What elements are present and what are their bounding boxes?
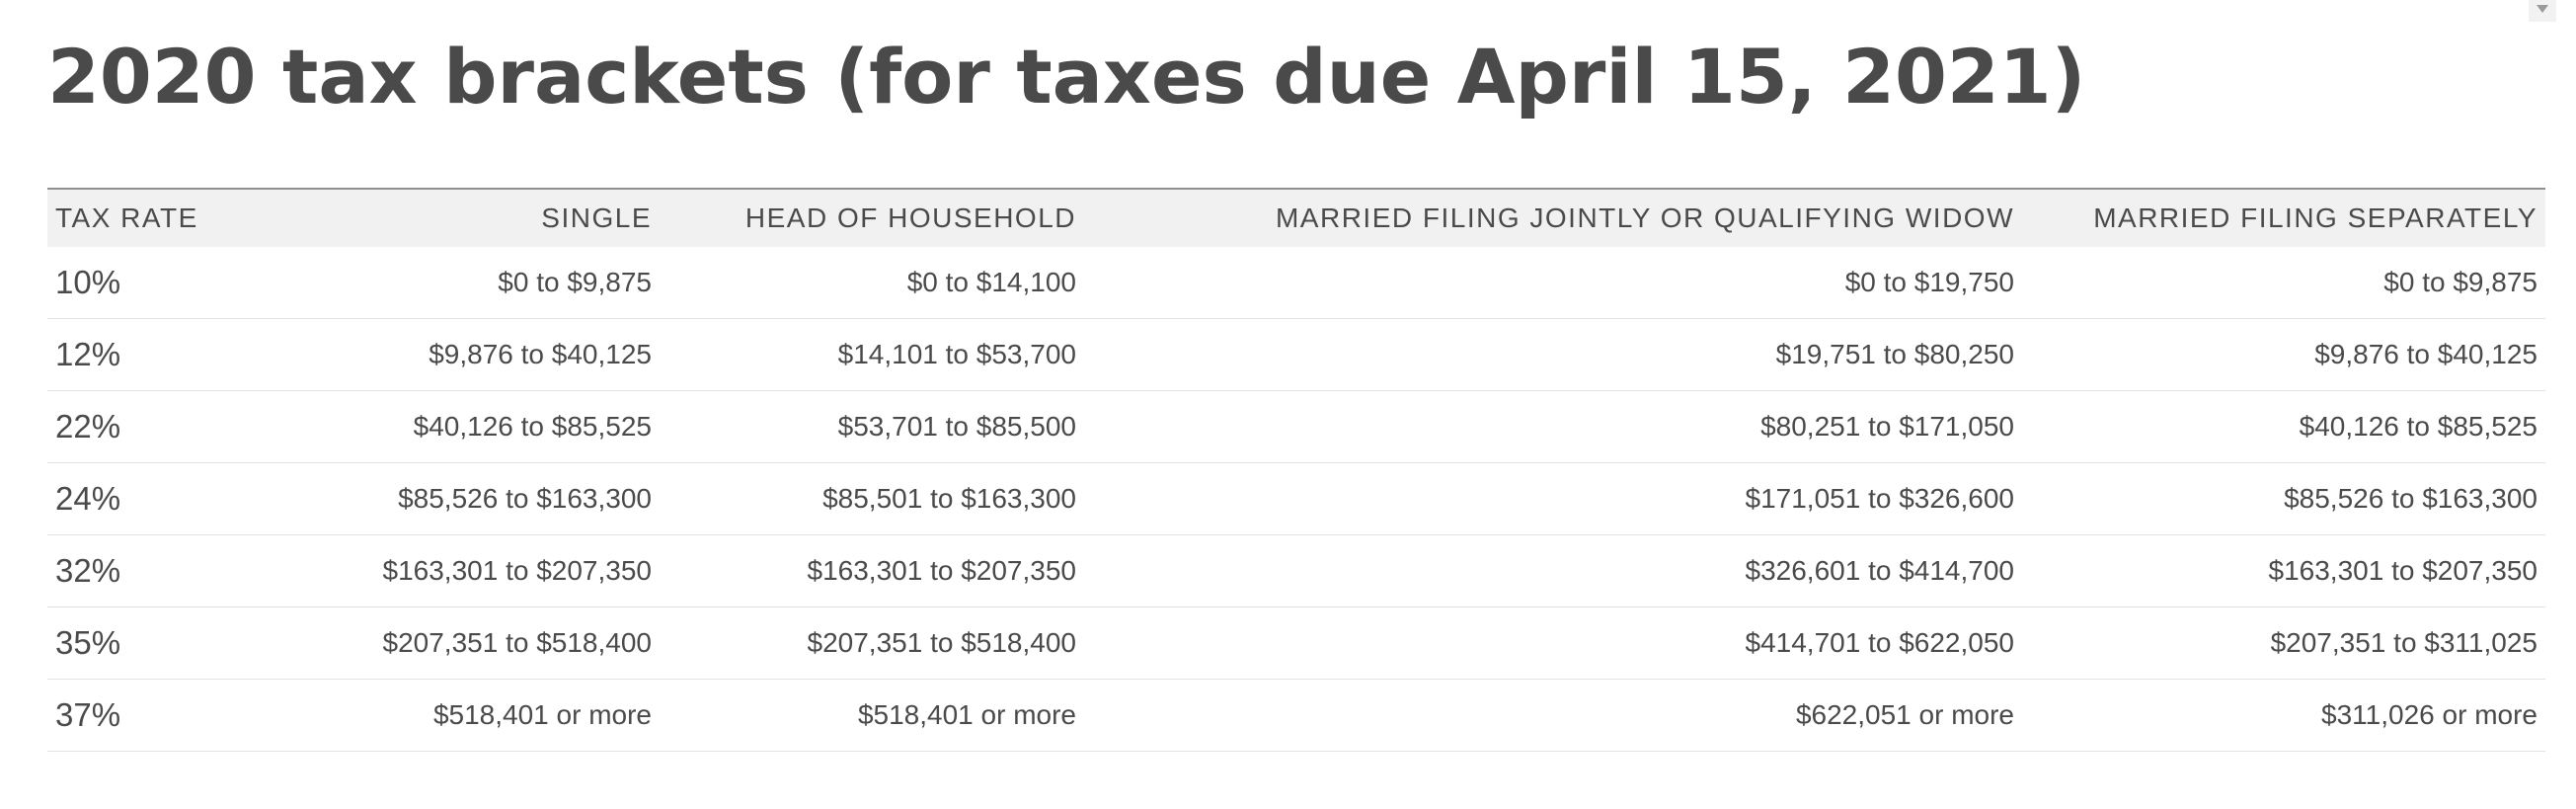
table-header: TAX RATE SINGLE HEAD OF HOUSEHOLD MARRIE… xyxy=(47,188,2545,247)
header-row: TAX RATE SINGLE HEAD OF HOUSEHOLD MARRIE… xyxy=(47,188,2545,247)
single-cell: $207,351 to $518,400 xyxy=(225,607,660,680)
tax-rate-cell: 35% xyxy=(47,607,225,680)
single-cell: $163,301 to $207,350 xyxy=(225,534,660,607)
head-of-household-cell: $85,501 to $163,300 xyxy=(660,462,1084,535)
single-cell: $40,126 to $85,525 xyxy=(225,390,660,463)
header-married-filing-separately: MARRIED FILING SEPARATELY xyxy=(2022,188,2545,247)
married-separately-cell: $207,351 to $311,025 xyxy=(2022,607,2545,680)
tax-rate-cell: 32% xyxy=(47,534,225,607)
single-cell: $85,526 to $163,300 xyxy=(225,462,660,535)
married-jointly-cell: $0 to $19,750 xyxy=(1084,247,2022,319)
header-single: SINGLE xyxy=(225,188,660,247)
married-separately-cell: $40,126 to $85,525 xyxy=(2022,390,2545,463)
married-separately-cell: $0 to $9,875 xyxy=(2022,247,2545,319)
tax-brackets-table: TAX RATE SINGLE HEAD OF HOUSEHOLD MARRIE… xyxy=(47,188,2545,752)
tax-rate-cell: 24% xyxy=(47,462,225,535)
table-row: 10% $0 to $9,875 $0 to $14,100 $0 to $19… xyxy=(47,247,2545,319)
scroll-down-arrow-icon[interactable] xyxy=(2529,0,2556,22)
header-married-filing-jointly: MARRIED FILING JOINTLY OR QUALIFYING WID… xyxy=(1084,188,2022,247)
table-body: 10% $0 to $9,875 $0 to $14,100 $0 to $19… xyxy=(47,247,2545,752)
head-of-household-cell: $207,351 to $518,400 xyxy=(660,607,1084,680)
married-separately-cell: $311,026 or more xyxy=(2022,679,2545,752)
head-of-household-cell: $518,401 or more xyxy=(660,679,1084,752)
header-tax-rate: TAX RATE xyxy=(47,188,225,247)
married-jointly-cell: $80,251 to $171,050 xyxy=(1084,390,2022,463)
header-head-of-household: HEAD OF HOUSEHOLD xyxy=(660,188,1084,247)
table-row: 35% $207,351 to $518,400 $207,351 to $51… xyxy=(47,607,2545,680)
married-separately-cell: $85,526 to $163,300 xyxy=(2022,462,2545,535)
married-jointly-cell: $171,051 to $326,600 xyxy=(1084,462,2022,535)
head-of-household-cell: $14,101 to $53,700 xyxy=(660,318,1084,391)
married-jointly-cell: $414,701 to $622,050 xyxy=(1084,607,2022,680)
table-row: 22% $40,126 to $85,525 $53,701 to $85,50… xyxy=(47,390,2545,463)
married-separately-cell: $9,876 to $40,125 xyxy=(2022,318,2545,391)
single-cell: $518,401 or more xyxy=(225,679,660,752)
single-cell: $0 to $9,875 xyxy=(225,247,660,319)
table-row: 24% $85,526 to $163,300 $85,501 to $163,… xyxy=(47,462,2545,535)
married-separately-cell: $163,301 to $207,350 xyxy=(2022,534,2545,607)
head-of-household-cell: $53,701 to $85,500 xyxy=(660,390,1084,463)
married-jointly-cell: $622,051 or more xyxy=(1084,679,2022,752)
table-row: 32% $163,301 to $207,350 $163,301 to $20… xyxy=(47,534,2545,607)
tax-rate-cell: 37% xyxy=(47,679,225,752)
tax-rate-cell: 10% xyxy=(47,247,225,319)
table-row: 12% $9,876 to $40,125 $14,101 to $53,700… xyxy=(47,318,2545,391)
married-jointly-cell: $19,751 to $80,250 xyxy=(1084,318,2022,391)
head-of-household-cell: $0 to $14,100 xyxy=(660,247,1084,319)
head-of-household-cell: $163,301 to $207,350 xyxy=(660,534,1084,607)
page-title: 2020 tax brackets (for taxes due April 1… xyxy=(47,33,2086,121)
married-jointly-cell: $326,601 to $414,700 xyxy=(1084,534,2022,607)
table-row: 37% $518,401 or more $518,401 or more $6… xyxy=(47,679,2545,752)
single-cell: $9,876 to $40,125 xyxy=(225,318,660,391)
tax-rate-cell: 12% xyxy=(47,318,225,391)
tax-rate-cell: 22% xyxy=(47,390,225,463)
